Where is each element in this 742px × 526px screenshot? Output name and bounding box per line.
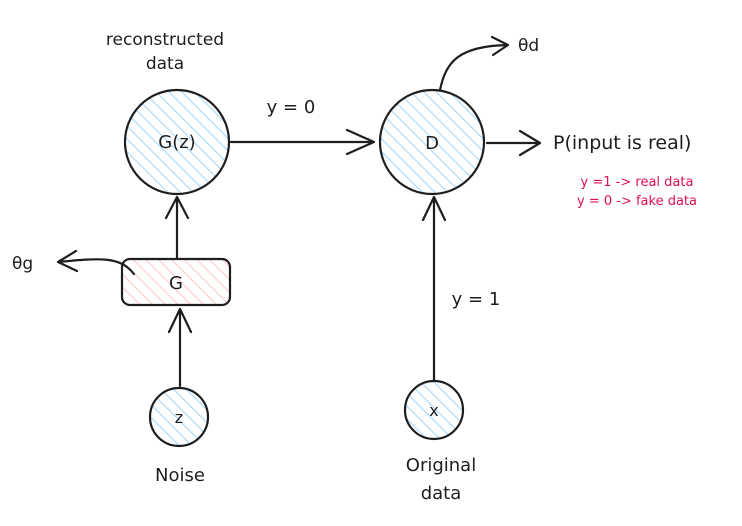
output-label: P(input is real) bbox=[553, 132, 691, 154]
reconstructed-data-label-line2: data bbox=[146, 54, 184, 74]
generator-node bbox=[120, 257, 232, 307]
noise-label: Noise bbox=[155, 465, 205, 486]
arrow-gz-to-d bbox=[229, 128, 376, 156]
arrow-x-to-d bbox=[421, 195, 447, 382]
arrow-g-to-theta-g bbox=[56, 249, 136, 276]
generator-node-label: G bbox=[169, 273, 183, 294]
noise-node bbox=[148, 386, 210, 448]
discriminator-node bbox=[378, 88, 486, 196]
gz-node-label: G(z) bbox=[158, 132, 195, 153]
gz-node bbox=[123, 88, 231, 196]
discriminator-node-label: D bbox=[425, 133, 439, 154]
original-data-node-label: x bbox=[429, 401, 438, 420]
reconstructed-data-label-line1: reconstructed bbox=[106, 30, 224, 50]
y1-label: y = 1 bbox=[452, 289, 501, 310]
theta-g-label: θg bbox=[12, 254, 33, 274]
noise-node-label: z bbox=[175, 408, 183, 427]
y0-label: y = 0 bbox=[267, 97, 316, 118]
original-data-label-line2: data bbox=[421, 483, 462, 504]
note-real-data: y =1 -> real data bbox=[581, 175, 694, 190]
note-fake-data: y = 0 -> fake data bbox=[577, 194, 697, 209]
theta-d-label: θd bbox=[518, 36, 539, 56]
arrow-z-to-g bbox=[167, 307, 193, 388]
arrow-d-to-theta-d bbox=[438, 35, 510, 92]
original-data-label-line1: Original bbox=[406, 455, 476, 476]
arrow-d-to-output bbox=[485, 129, 542, 157]
arrow-g-to-gz bbox=[164, 195, 190, 260]
